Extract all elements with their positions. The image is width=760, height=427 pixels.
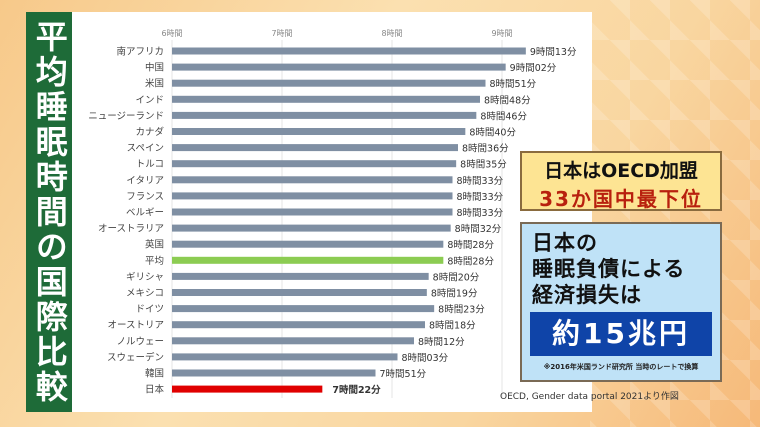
title-banner: 平均睡眠時間の国際比較 bbox=[26, 12, 72, 412]
value-label: 8時間51分 bbox=[490, 79, 537, 90]
bar-country bbox=[172, 224, 451, 232]
value-label: 9時間13分 bbox=[530, 47, 577, 58]
category-label: ドイツ bbox=[135, 304, 164, 315]
category-label: トルコ bbox=[136, 159, 164, 170]
category-label: 中国 bbox=[145, 62, 164, 74]
bar-country bbox=[172, 144, 458, 152]
x-tick-label: 7時間 bbox=[271, 29, 292, 38]
value-label: 8時間33分 bbox=[457, 208, 504, 219]
bar-country bbox=[172, 47, 526, 55]
category-label: メキシコ bbox=[126, 288, 164, 299]
category-label: 平均 bbox=[145, 255, 164, 267]
category-label: 米国 bbox=[145, 78, 164, 90]
value-label: 8時間35分 bbox=[460, 160, 507, 171]
loss-line2: 睡眠負債による bbox=[532, 257, 686, 281]
category-label: オーストリア bbox=[107, 320, 164, 331]
category-label: フランス bbox=[126, 191, 164, 202]
value-label: 8時間28分 bbox=[447, 256, 494, 267]
loss-amount: 約15兆円 bbox=[530, 312, 712, 356]
bar-country bbox=[172, 95, 480, 103]
value-label: 8時間33分 bbox=[457, 176, 504, 187]
bar-country bbox=[172, 353, 398, 361]
value-label: 8時間23分 bbox=[438, 305, 485, 316]
bar-country bbox=[172, 321, 425, 329]
bar-japan bbox=[172, 385, 323, 393]
page-title: 平均睡眠時間の国際比較 bbox=[30, 19, 69, 405]
bar-country bbox=[172, 79, 486, 87]
value-label: 8時間12分 bbox=[418, 337, 465, 348]
bar-country bbox=[172, 192, 453, 200]
bar-country bbox=[172, 128, 466, 135]
category-label: イタリア bbox=[126, 175, 164, 186]
loss-line1: 日本の bbox=[532, 231, 598, 255]
callout-line1: 日本はOECD加盟 bbox=[544, 160, 698, 182]
category-label: 英国 bbox=[145, 239, 164, 251]
x-tick-label: 9時間 bbox=[491, 29, 512, 38]
category-label: カナダ bbox=[135, 126, 164, 138]
loss-footnote: ※2016年米国ランド研究所 当時のレートで換算 bbox=[543, 363, 699, 371]
value-label: 8時間18分 bbox=[429, 321, 476, 332]
ranking-callout: 日本はOECD加盟 33か国中最下位 bbox=[520, 151, 722, 211]
category-label: 日本 bbox=[145, 384, 165, 396]
bar-country bbox=[172, 289, 427, 296]
bar-country bbox=[172, 160, 457, 168]
bar-average bbox=[172, 256, 444, 264]
value-label: 8時間20分 bbox=[433, 272, 480, 283]
value-label: 8時間40分 bbox=[469, 128, 516, 139]
bar-country bbox=[172, 305, 435, 313]
economic-loss-callout: 日本の 睡眠負債による 経済損失は 約15兆円 ※2016年米国ランド研究所 当… bbox=[520, 222, 722, 382]
value-label: 7時間22分 bbox=[332, 384, 381, 396]
category-label: インド bbox=[135, 95, 164, 106]
bar-country bbox=[172, 272, 429, 280]
category-label: ニュージーランド bbox=[88, 111, 164, 122]
category-label: 韓国 bbox=[145, 369, 164, 380]
source-note: OECD, Gender data portal 2021より作図 bbox=[500, 392, 679, 402]
value-label: 9時間02分 bbox=[510, 63, 557, 74]
value-label: 8時間03分 bbox=[402, 353, 449, 364]
category-label: ベルギー bbox=[126, 208, 164, 219]
bar-country bbox=[172, 111, 477, 119]
x-tick-label: 6時間 bbox=[161, 29, 182, 38]
category-label: 南アフリカ bbox=[116, 46, 164, 58]
value-label: 8時間32分 bbox=[455, 224, 502, 235]
value-label: 8時間36分 bbox=[462, 144, 509, 155]
bar-country bbox=[172, 63, 506, 71]
bar-country bbox=[172, 369, 376, 377]
bar-country bbox=[172, 240, 444, 248]
value-label: 7時間51分 bbox=[380, 369, 427, 380]
value-label: 8時間19分 bbox=[431, 289, 478, 300]
callout-line2: 33か国中最下位 bbox=[539, 187, 703, 211]
category-label: スウェーデン bbox=[107, 351, 164, 363]
value-label: 8時間48分 bbox=[484, 95, 531, 106]
category-label: オーストラリア bbox=[98, 224, 164, 235]
category-label: スペイン bbox=[127, 143, 164, 154]
x-tick-label: 8時間 bbox=[381, 29, 402, 38]
value-label: 8時間33分 bbox=[457, 192, 504, 203]
value-label: 8時間28分 bbox=[447, 240, 494, 251]
loss-line3: 経済損失は bbox=[532, 283, 642, 307]
bar-country bbox=[172, 208, 453, 216]
category-label: ギリシャ bbox=[126, 272, 164, 283]
bar-country bbox=[172, 337, 414, 345]
value-label: 8時間46分 bbox=[480, 111, 527, 122]
category-label: ノルウェー bbox=[116, 336, 164, 347]
bar-country bbox=[172, 176, 453, 184]
